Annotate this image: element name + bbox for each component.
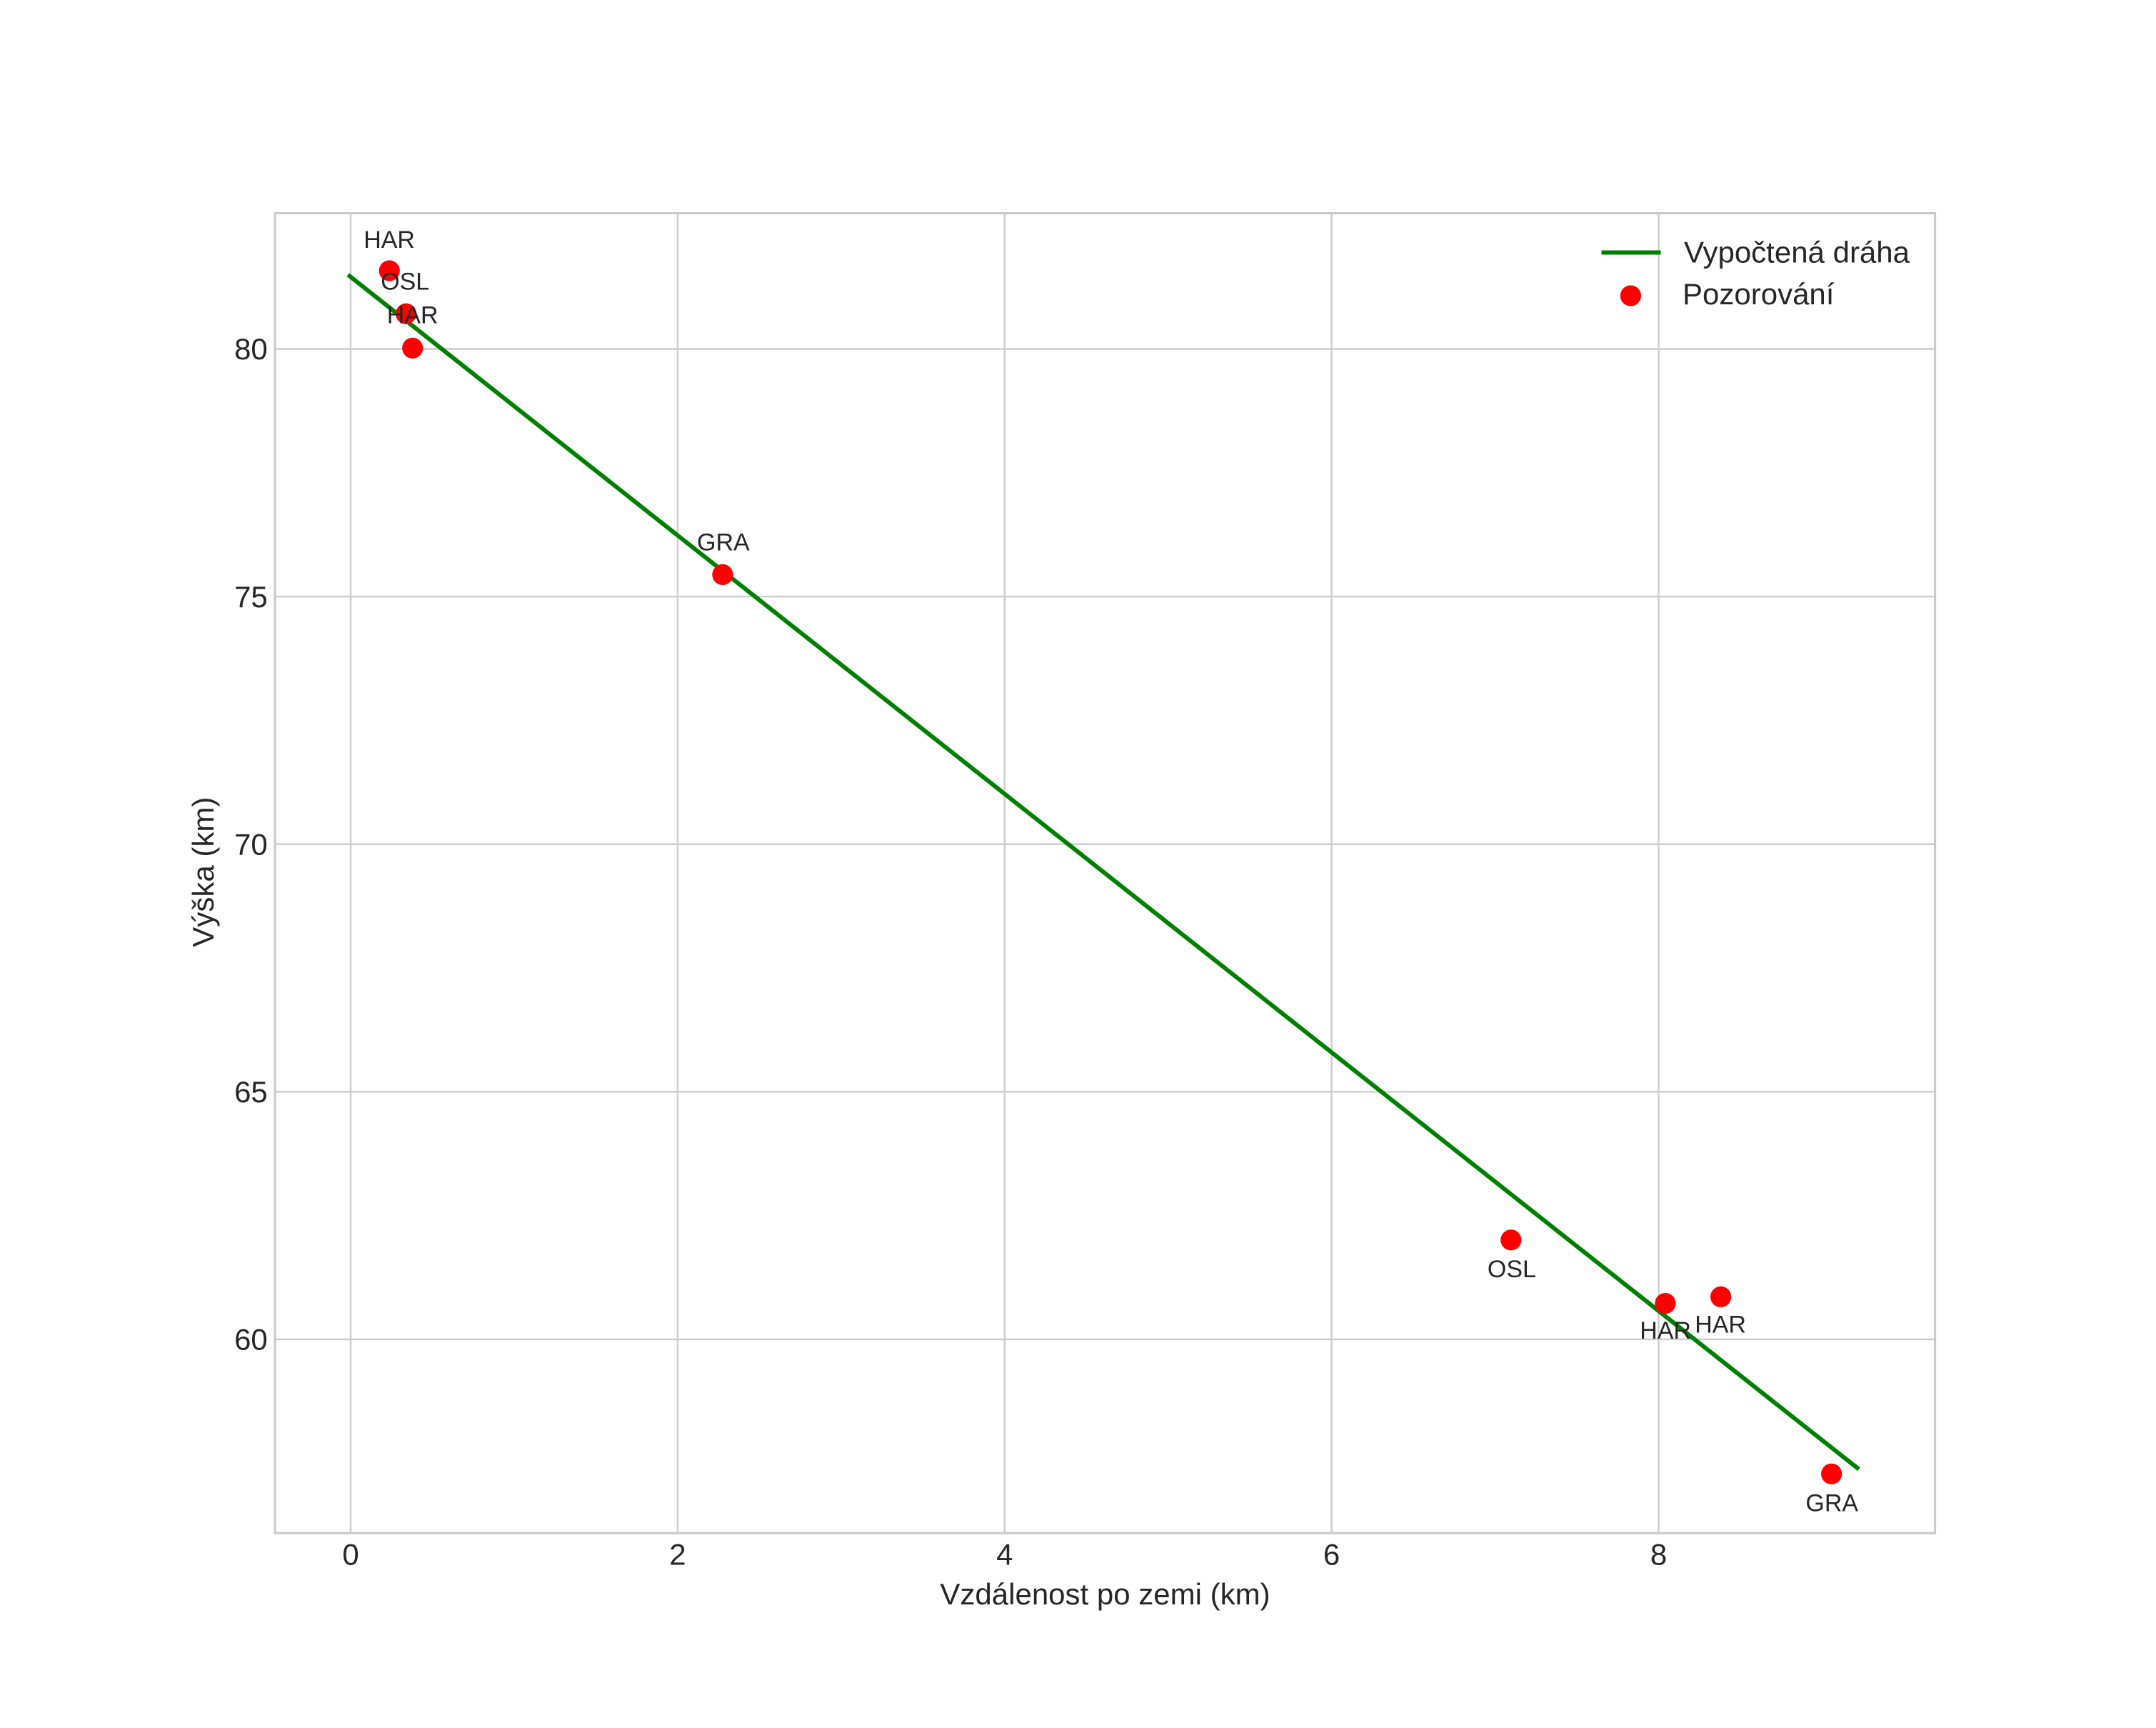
svg-text:OSL: OSL [381,268,429,295]
svg-text:Vypočtená dráha: Vypočtená dráha [1684,236,1910,269]
svg-text:2: 2 [669,1538,686,1572]
svg-text:HAR: HAR [387,302,438,329]
svg-text:8: 8 [1650,1538,1667,1572]
svg-text:OSL: OSL [1488,1256,1536,1283]
svg-text:65: 65 [234,1075,268,1109]
svg-text:HAR: HAR [1640,1317,1691,1344]
svg-text:HAR: HAR [363,226,415,254]
svg-text:60: 60 [234,1323,268,1357]
svg-text:80: 80 [234,332,268,366]
svg-text:Pozorování: Pozorování [1683,277,1835,311]
svg-text:0: 0 [342,1538,359,1572]
svg-text:HAR: HAR [1695,1312,1746,1339]
svg-text:75: 75 [234,580,268,614]
svg-text:6: 6 [1323,1538,1340,1572]
svg-text:GRA: GRA [697,529,750,556]
svg-text:GRA: GRA [1805,1489,1858,1517]
svg-text:Vzdálenost po zemi (km): Vzdálenost po zemi (km) [940,1577,1270,1611]
svg-text:Výška (km): Výška (km) [186,797,220,947]
svg-text:4: 4 [996,1538,1013,1572]
svg-text:70: 70 [234,827,268,861]
